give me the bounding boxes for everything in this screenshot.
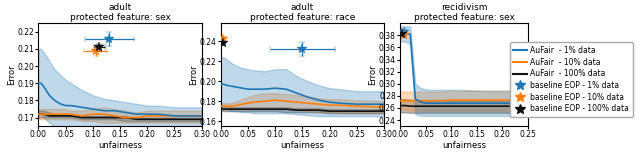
Y-axis label: Error: Error <box>189 64 198 85</box>
X-axis label: unfairness: unfairness <box>98 141 142 150</box>
Title: adult
protected feature: sex: adult protected feature: sex <box>70 3 170 22</box>
Title: recidivism
protected feature: sex: recidivism protected feature: sex <box>413 3 515 22</box>
Y-axis label: Error: Error <box>369 64 378 85</box>
X-axis label: unfairness: unfairness <box>280 141 324 150</box>
Y-axis label: Error: Error <box>7 64 16 85</box>
X-axis label: unfairness: unfairness <box>442 141 486 150</box>
Legend: AuFair  - 1% data, AuFair  - 10% data, AuFair  - 100% data, baseline EOP - 1% da: AuFair - 1% data, AuFair - 10% data, AuF… <box>509 42 633 117</box>
Title: adult
protected feature: race: adult protected feature: race <box>250 3 355 22</box>
